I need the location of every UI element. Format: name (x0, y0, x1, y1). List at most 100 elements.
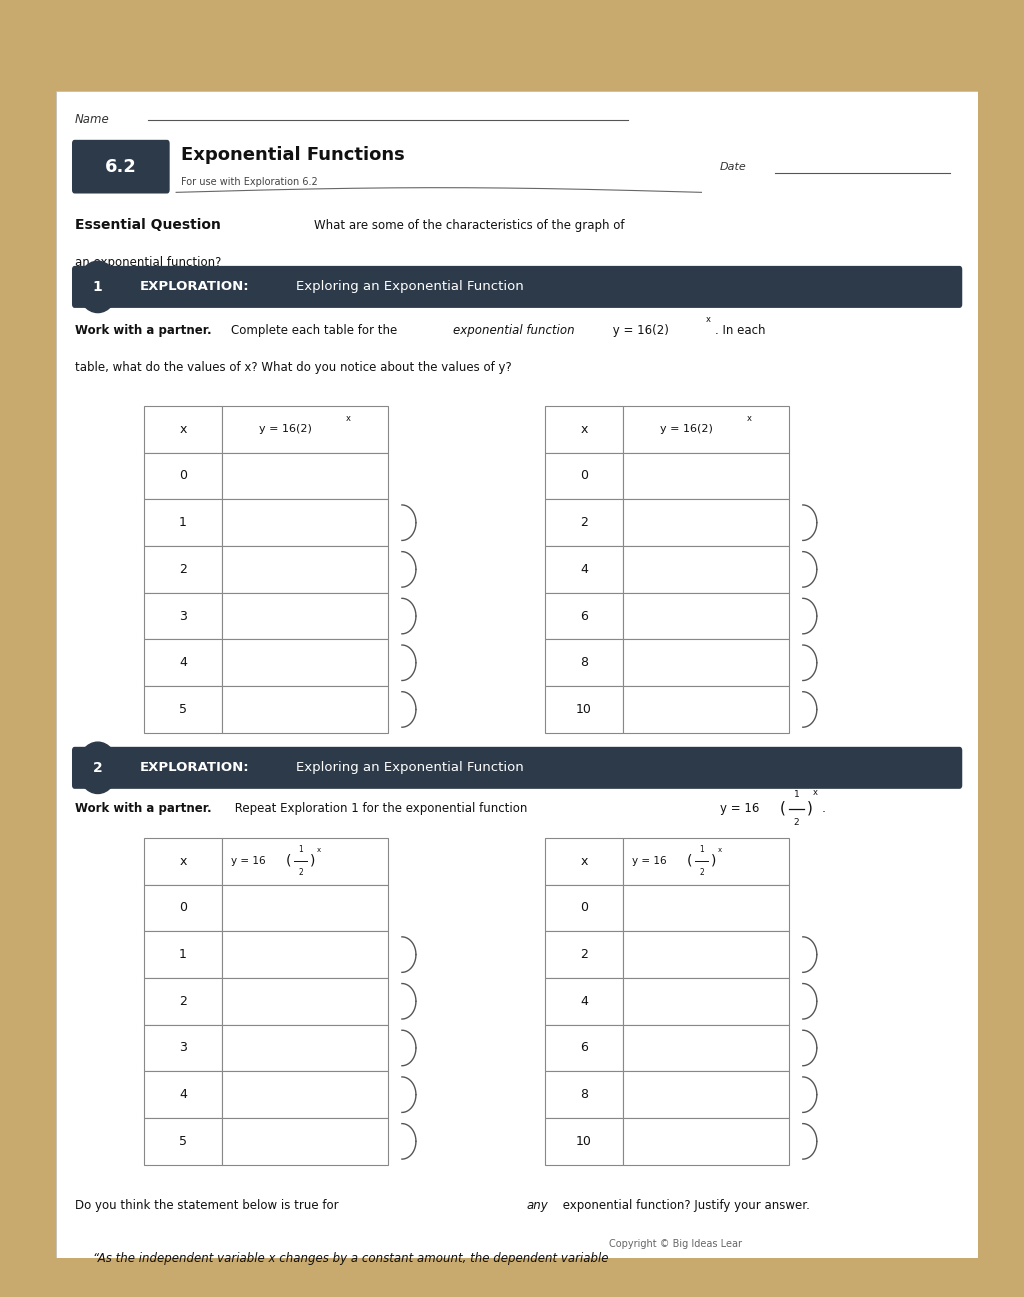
Bar (545, 499, 623, 546)
Text: 10: 10 (575, 703, 592, 716)
Text: 0: 0 (179, 470, 187, 482)
Text: 3: 3 (179, 610, 187, 623)
Bar (143, 639, 222, 686)
Bar (545, 1071, 623, 1118)
Text: 2: 2 (298, 869, 303, 877)
Text: Complete each table for the: Complete each table for the (231, 323, 401, 337)
Text: table, what do the values of x? What do you notice about the values of y?: table, what do the values of x? What do … (75, 361, 512, 374)
Text: exponential function: exponential function (453, 323, 574, 337)
Text: EXPLORATION:: EXPLORATION: (139, 280, 249, 293)
Bar (624, 499, 790, 546)
Text: 1: 1 (93, 280, 102, 294)
Bar (222, 453, 388, 499)
Text: 6: 6 (580, 1041, 588, 1054)
Text: Date: Date (720, 162, 746, 171)
Text: x: x (346, 414, 351, 423)
Text: 1: 1 (794, 790, 800, 799)
Text: x: x (179, 855, 186, 868)
Bar (624, 453, 790, 499)
Bar (222, 838, 388, 885)
Text: Exponential Functions: Exponential Functions (181, 147, 404, 163)
Text: “As the independent variable x changes by a constant amount, the dependent varia: “As the independent variable x changes b… (93, 1252, 608, 1265)
Bar (143, 406, 222, 453)
Bar (545, 546, 623, 593)
Bar (545, 686, 623, 733)
Text: Exploring an Exponential Function: Exploring an Exponential Function (296, 280, 523, 293)
Text: 2: 2 (179, 563, 187, 576)
Bar (143, 686, 222, 733)
Bar (624, 546, 790, 593)
Text: ): ) (807, 800, 813, 815)
Circle shape (78, 742, 118, 794)
Text: 4: 4 (580, 995, 588, 1008)
Text: Copyright © Big Ideas Lear: Copyright © Big Ideas Lear (609, 1239, 742, 1249)
Bar (143, 546, 222, 593)
Text: 4: 4 (179, 656, 187, 669)
Bar (143, 593, 222, 639)
Text: Exploring an Exponential Function: Exploring an Exponential Function (296, 761, 523, 774)
Text: (: ( (779, 800, 785, 815)
Bar (545, 1118, 623, 1165)
Text: 8: 8 (580, 1088, 588, 1101)
Bar (545, 593, 623, 639)
Bar (545, 453, 623, 499)
Bar (143, 1025, 222, 1071)
Text: y = 16(2): y = 16(2) (259, 424, 311, 434)
Text: 3: 3 (179, 1041, 187, 1054)
Bar (143, 1071, 222, 1118)
Bar (143, 978, 222, 1025)
Text: Do you think the statement below is true for: Do you think the statement below is true… (75, 1198, 342, 1213)
Bar (624, 406, 790, 453)
Bar (545, 838, 623, 885)
Bar (143, 1118, 222, 1165)
Text: an exponential function?: an exponential function? (75, 256, 221, 268)
Text: What are some of the characteristics of the graph of: What are some of the characteristics of … (314, 218, 625, 232)
Bar (222, 1025, 388, 1071)
Text: 2: 2 (580, 516, 588, 529)
Text: x: x (179, 423, 186, 436)
Bar (545, 978, 623, 1025)
FancyBboxPatch shape (72, 140, 170, 193)
Text: y = 16: y = 16 (633, 856, 667, 866)
Bar (624, 978, 790, 1025)
Text: 6: 6 (580, 610, 588, 623)
Text: Work with a partner.: Work with a partner. (75, 323, 211, 337)
Text: (: ( (286, 853, 291, 866)
Text: Essential Question: Essential Question (75, 218, 220, 232)
Text: 0: 0 (580, 901, 588, 914)
Text: exponential function? Justify your answer.: exponential function? Justify your answe… (559, 1198, 809, 1213)
Bar (222, 639, 388, 686)
FancyBboxPatch shape (72, 266, 963, 307)
Text: x: x (707, 315, 711, 324)
Bar (545, 885, 623, 931)
Text: x: x (316, 847, 322, 852)
Bar (143, 499, 222, 546)
Bar (624, 838, 790, 885)
Text: y = 16: y = 16 (231, 856, 266, 866)
Bar (143, 885, 222, 931)
Text: x: x (746, 414, 752, 423)
Bar (222, 1118, 388, 1165)
Text: 2: 2 (580, 948, 588, 961)
Bar (624, 639, 790, 686)
Bar (545, 1025, 623, 1071)
Text: 5: 5 (179, 703, 187, 716)
Bar (143, 838, 222, 885)
Bar (624, 686, 790, 733)
Text: For use with Exploration 6.2: For use with Exploration 6.2 (181, 176, 317, 187)
Bar (624, 1118, 790, 1165)
Text: 1: 1 (179, 516, 187, 529)
FancyBboxPatch shape (72, 747, 963, 789)
Text: 1: 1 (298, 846, 303, 853)
Text: 8: 8 (580, 656, 588, 669)
Text: x: x (581, 423, 588, 436)
Bar (222, 978, 388, 1025)
Bar (545, 406, 623, 453)
Text: 2: 2 (179, 995, 187, 1008)
Text: 1: 1 (179, 948, 187, 961)
Text: Repeat Exploration 1 for the exponential function: Repeat Exploration 1 for the exponential… (231, 802, 531, 816)
Text: 2: 2 (794, 818, 799, 827)
Bar (624, 1071, 790, 1118)
Text: 6.2: 6.2 (104, 158, 137, 175)
Text: EXPLORATION:: EXPLORATION: (139, 761, 249, 774)
